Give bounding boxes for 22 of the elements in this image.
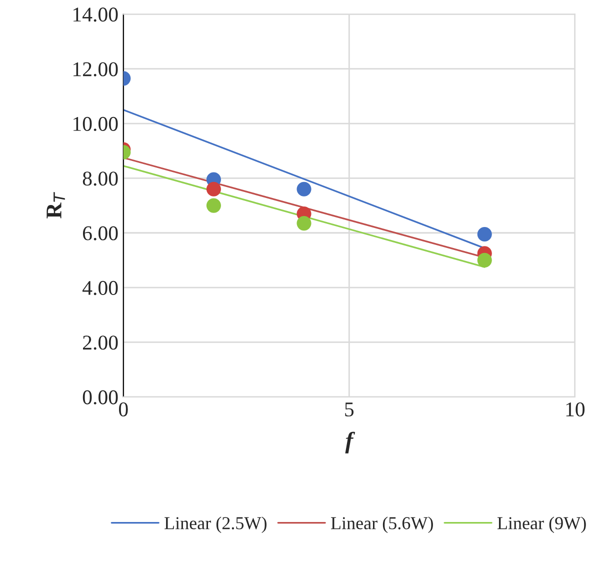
x-tick-label: 10 [566, 402, 585, 416]
point [477, 226, 492, 242]
y-tick-label: 6.00 [82, 226, 118, 240]
x-axis-title: f [345, 432, 356, 454]
y-tick-label: 2.00 [83, 336, 118, 350]
y-tick-label: 0.00 [82, 390, 118, 404]
point [477, 252, 492, 268]
y-tick-label: 10.00 [74, 116, 118, 132]
point [206, 198, 221, 213]
y-axis-title: R$_{T}$ [46, 192, 65, 218]
legend-label: Linear (2.5W) [164, 516, 266, 533]
y-tick-label: 12.00 [74, 62, 118, 76]
y-tick-label: 8.00 [82, 172, 118, 186]
legend-label: Linear (9W) [497, 516, 586, 533]
point [296, 182, 312, 196]
point [206, 182, 221, 196]
y-tick-label: 4.00 [82, 280, 118, 296]
point [296, 216, 312, 231]
y-tick-label: 14.00 [74, 8, 118, 22]
x-tick-label: 0 [118, 402, 128, 416]
legend-label: Linear (5.6W) [331, 516, 433, 533]
x-tick-label: 5 [345, 402, 354, 416]
